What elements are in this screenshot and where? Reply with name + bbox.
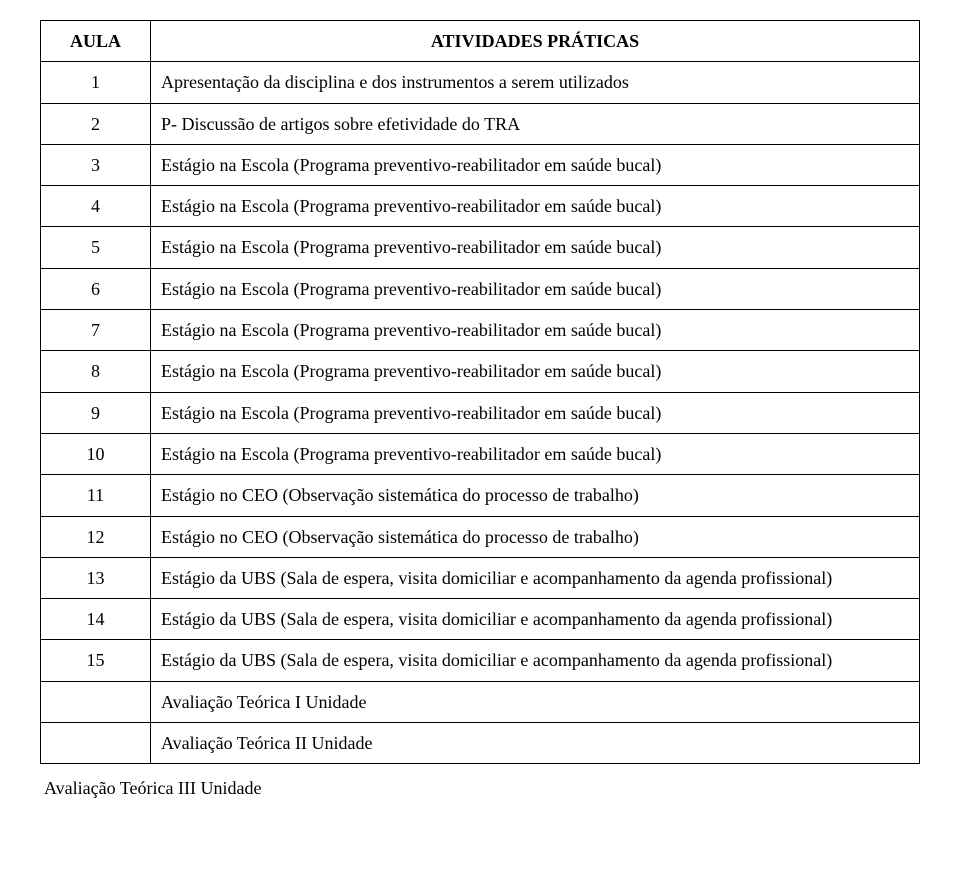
footer-text: Avaliação Teórica III Unidade: [40, 778, 920, 799]
table-row: 1 Apresentação da disciplina e dos instr…: [41, 62, 920, 103]
row-number: 3: [41, 144, 151, 185]
row-text: Estágio na Escola (Programa preventivo-r…: [151, 227, 920, 268]
row-number: 7: [41, 310, 151, 351]
row-number: 2: [41, 103, 151, 144]
table-row: 3 Estágio na Escola (Programa preventivo…: [41, 144, 920, 185]
table-row: Avaliação Teórica II Unidade: [41, 723, 920, 764]
header-col1: AULA: [41, 21, 151, 62]
row-number: 12: [41, 516, 151, 557]
header-col2: ATIVIDADES PRÁTICAS: [151, 21, 920, 62]
table-row: 6 Estágio na Escola (Programa preventivo…: [41, 268, 920, 309]
table-header-row: AULA ATIVIDADES PRÁTICAS: [41, 21, 920, 62]
table-row: 9 Estágio na Escola (Programa preventivo…: [41, 392, 920, 433]
table-row: 11 Estágio no CEO (Observação sistemátic…: [41, 475, 920, 516]
table-row: 13 Estágio da UBS (Sala de espera, visit…: [41, 557, 920, 598]
row-number: 5: [41, 227, 151, 268]
table-row: 8 Estágio na Escola (Programa preventivo…: [41, 351, 920, 392]
row-text: Estágio na Escola (Programa preventivo-r…: [151, 392, 920, 433]
table-row: 14 Estágio da UBS (Sala de espera, visit…: [41, 599, 920, 640]
table-row: Avaliação Teórica I Unidade: [41, 681, 920, 722]
table-row: 4 Estágio na Escola (Programa preventivo…: [41, 186, 920, 227]
row-text: Avaliação Teórica II Unidade: [151, 723, 920, 764]
row-number: 14: [41, 599, 151, 640]
row-text: Estágio na Escola (Programa preventivo-r…: [151, 433, 920, 474]
row-text: Estágio no CEO (Observação sistemática d…: [151, 475, 920, 516]
row-number: 8: [41, 351, 151, 392]
row-text: P- Discussão de artigos sobre efetividad…: [151, 103, 920, 144]
row-number: 15: [41, 640, 151, 681]
row-text: Estágio no CEO (Observação sistemática d…: [151, 516, 920, 557]
document-page: AULA ATIVIDADES PRÁTICAS 1 Apresentação …: [0, 0, 960, 839]
row-text: Estágio na Escola (Programa preventivo-r…: [151, 144, 920, 185]
row-text: Estágio da UBS (Sala de espera, visita d…: [151, 599, 920, 640]
row-number: 10: [41, 433, 151, 474]
row-number: 9: [41, 392, 151, 433]
row-text: Estágio na Escola (Programa preventivo-r…: [151, 351, 920, 392]
row-number: 13: [41, 557, 151, 598]
table-row: 12 Estágio no CEO (Observação sistemátic…: [41, 516, 920, 557]
row-number: 1: [41, 62, 151, 103]
activities-table: AULA ATIVIDADES PRÁTICAS 1 Apresentação …: [40, 20, 920, 764]
row-number: [41, 681, 151, 722]
row-number: 11: [41, 475, 151, 516]
table-row: 7 Estágio na Escola (Programa preventivo…: [41, 310, 920, 351]
table-row: 5 Estágio na Escola (Programa preventivo…: [41, 227, 920, 268]
row-number: 4: [41, 186, 151, 227]
row-text: Apresentação da disciplina e dos instrum…: [151, 62, 920, 103]
row-number: 6: [41, 268, 151, 309]
table-row: 2 P- Discussão de artigos sobre efetivid…: [41, 103, 920, 144]
row-number: [41, 723, 151, 764]
row-text: Estágio da UBS (Sala de espera, visita d…: [151, 557, 920, 598]
row-text: Estágio na Escola (Programa preventivo-r…: [151, 310, 920, 351]
row-text: Estágio na Escola (Programa preventivo-r…: [151, 186, 920, 227]
table-row: 15 Estágio da UBS (Sala de espera, visit…: [41, 640, 920, 681]
table-row: 10 Estágio na Escola (Programa preventiv…: [41, 433, 920, 474]
row-text: Avaliação Teórica I Unidade: [151, 681, 920, 722]
row-text: Estágio na Escola (Programa preventivo-r…: [151, 268, 920, 309]
row-text: Estágio da UBS (Sala de espera, visita d…: [151, 640, 920, 681]
